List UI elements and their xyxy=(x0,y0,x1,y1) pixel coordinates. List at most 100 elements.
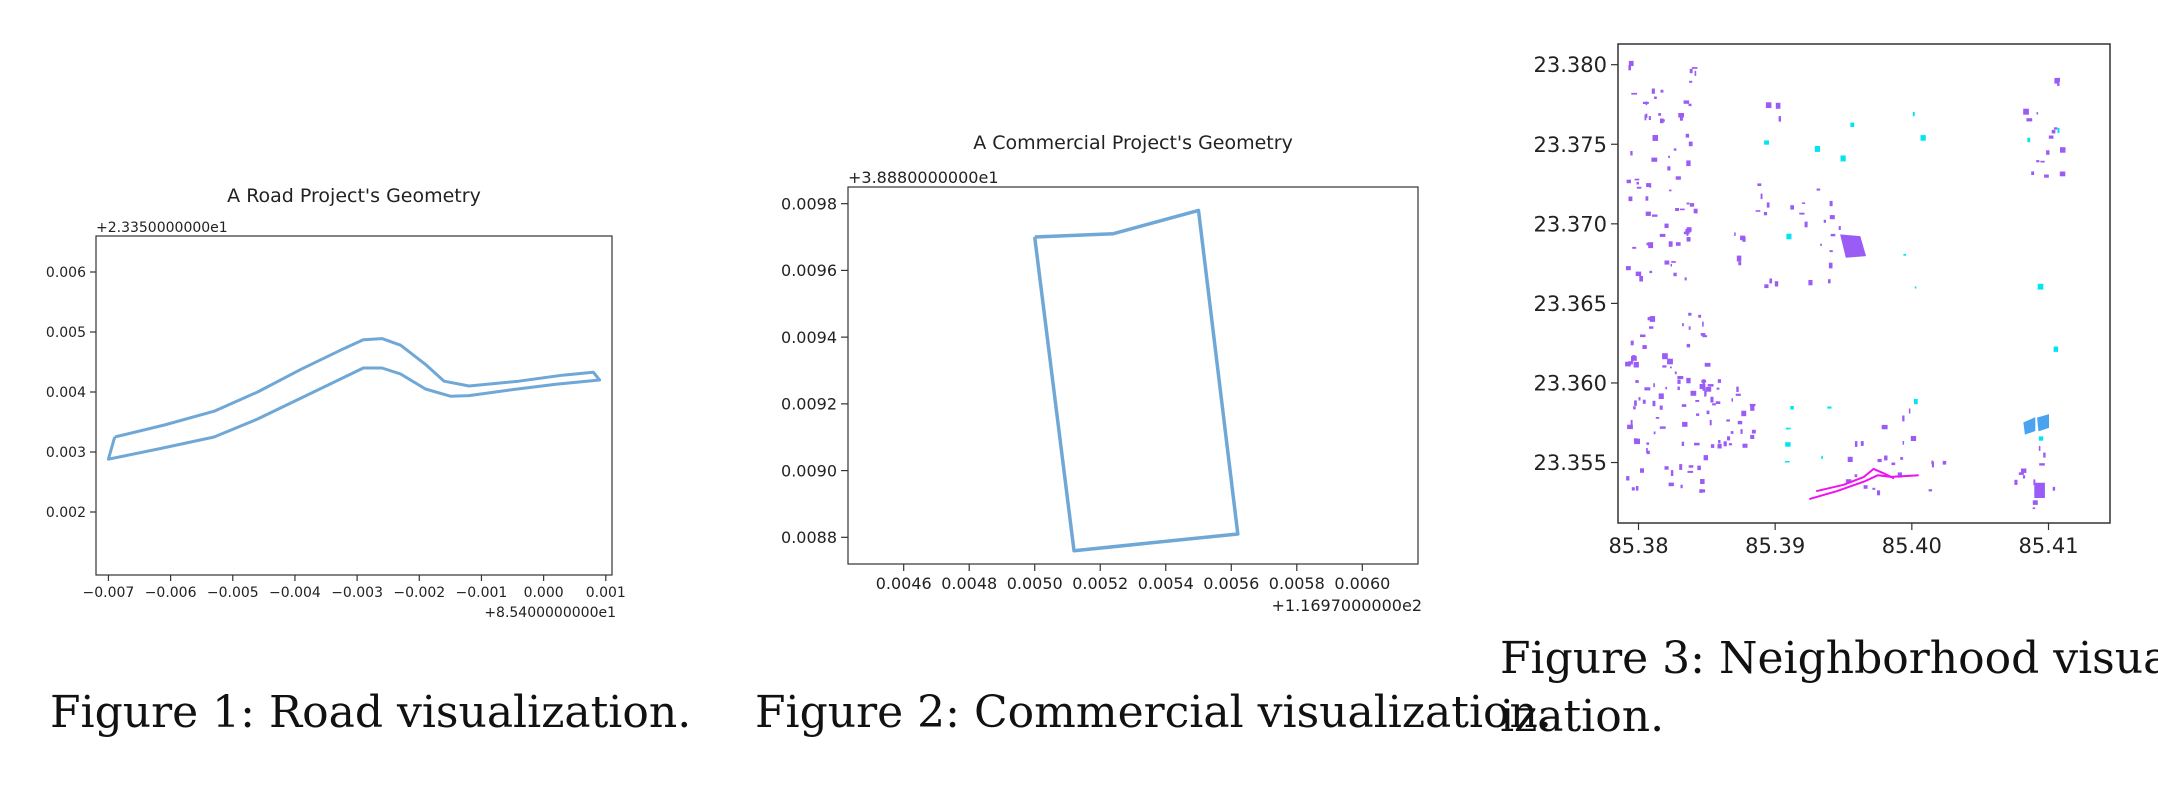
purple-building-mark xyxy=(1847,456,1853,462)
purple-building-mark xyxy=(1730,431,1734,434)
purple-building-mark xyxy=(1884,455,1888,461)
purple-building-mark xyxy=(2022,475,2026,479)
cyan-building-mark xyxy=(1785,427,1791,430)
building-outline xyxy=(1032,208,1240,553)
purple-building-mark xyxy=(1632,355,1636,361)
purple-building-mark xyxy=(1712,403,1716,406)
purple-building-mark xyxy=(1687,470,1694,473)
cyan-building-mark xyxy=(1786,233,1792,240)
purple-building-mark xyxy=(2032,507,2036,510)
purple-building-mark xyxy=(1633,438,1638,442)
cyan-building-mark xyxy=(1790,406,1794,410)
purple-building-mark xyxy=(2036,112,2039,115)
purple-building-mark xyxy=(2043,452,2046,458)
purple-building-mark xyxy=(1658,113,1662,116)
purple-building-mark xyxy=(1742,443,1748,448)
cyan-building-mark xyxy=(2038,436,2044,441)
figure-3-caption-line-1: Figure 3: Neighborhood visual- xyxy=(1500,633,2158,684)
purple-building-mark xyxy=(1668,482,1674,487)
plot-frame xyxy=(847,186,1419,565)
plot-frame xyxy=(95,235,613,576)
purple-building-mark xyxy=(1659,405,1663,410)
x-tick-label: 0.0054 xyxy=(1138,574,1194,593)
purple-building-mark xyxy=(1902,415,1905,422)
purple-building-mark xyxy=(1877,458,1882,463)
purple-building-mark xyxy=(1830,233,1836,237)
purple-building-mark xyxy=(1681,404,1687,407)
purple-building-mark xyxy=(1897,472,1902,478)
purple-building-mark xyxy=(1677,376,1684,380)
cyan-building-mark xyxy=(1784,461,1790,463)
y-tick-label: 0.0094 xyxy=(781,328,837,347)
purple-building-mark xyxy=(1691,67,1698,69)
purple-building-mark xyxy=(1823,219,1826,223)
purple-building-mark xyxy=(1701,489,1706,493)
y-tick-label: 0.006 xyxy=(46,265,86,281)
purple-building-mark xyxy=(1750,434,1755,439)
purple-building-mark xyxy=(1820,243,1822,246)
purple-building-mark xyxy=(1628,196,1633,202)
purple-building-mark xyxy=(1718,440,1721,444)
chart-title: A Road Project's Geometry xyxy=(227,185,481,207)
y-tick-label: 23.360 xyxy=(1534,372,1607,396)
purple-building-mark xyxy=(2040,160,2045,163)
purple-building-mark xyxy=(1642,399,1646,404)
y-tick-label: 23.355 xyxy=(1534,451,1607,475)
purple-building-mark xyxy=(1828,262,1833,269)
cyan-building-mark xyxy=(2037,283,2044,290)
purple-building-mark xyxy=(1696,413,1700,416)
purple-building-mark xyxy=(1639,276,1643,282)
neighborhood-chart: 85.38 85.39 85.40 85.41 23.355 23.360 23.365 23… xyxy=(1534,43,2111,558)
purple-building-mark xyxy=(1669,189,1672,192)
purple-building-mark xyxy=(1645,101,1648,106)
purple-building-mark xyxy=(1673,272,1677,277)
purple-building-mark xyxy=(1686,227,1692,232)
purple-building-mark xyxy=(1686,377,1691,384)
purple-building-mark xyxy=(1816,188,1821,191)
purple-building-mark xyxy=(1804,221,1808,228)
purple-building-mark xyxy=(1707,384,1714,387)
purple-building-mark xyxy=(1630,419,1633,426)
purple-building-mark xyxy=(1766,202,1770,208)
purple-building-mark xyxy=(1630,340,1634,346)
x-tick-label: 0.0052 xyxy=(1072,574,1128,593)
purple-building-mark xyxy=(1751,429,1756,434)
purple-building-mark xyxy=(1659,426,1666,429)
purple-building-mark xyxy=(1690,390,1697,396)
cyan-building-mark xyxy=(1840,155,1846,162)
purple-building-mark xyxy=(1723,441,1727,447)
purple-building-mark xyxy=(1694,70,1697,76)
purple-building-mark xyxy=(1677,386,1680,391)
purple-building-mark xyxy=(2052,486,2056,491)
purple-building-mark xyxy=(2038,446,2041,451)
purple-building-mark xyxy=(1660,118,1664,124)
road-line xyxy=(1809,474,1919,501)
purple-building-mark xyxy=(1854,441,1858,447)
purple-building-mark xyxy=(1703,455,1708,461)
purple-building-mark xyxy=(1654,96,1657,99)
x-tick-label: 0.0058 xyxy=(1269,574,1325,593)
purple-building-mark xyxy=(1769,278,1773,284)
purple-building-mark xyxy=(1649,185,1652,188)
purple-building-mark xyxy=(1628,60,1634,67)
purple-building-mark xyxy=(1693,208,1698,214)
purple-building-mark xyxy=(1686,160,1691,167)
purple-building-mark xyxy=(1647,317,1651,321)
purple-building-mark xyxy=(2055,77,2060,82)
x-tick-label: 85.40 xyxy=(1882,534,1942,558)
purple-building-mark xyxy=(1670,470,1674,476)
purple-building-mark xyxy=(1757,183,1762,186)
purple-building-mark xyxy=(1633,361,1639,368)
purple-building-mark xyxy=(1653,383,1655,388)
purple-building-mark xyxy=(1736,386,1739,392)
purple-building-mark xyxy=(1902,441,1905,445)
purple-building-mark xyxy=(1702,379,1705,385)
purple-building-mark xyxy=(1750,405,1755,411)
y-tick-label: 0.0092 xyxy=(781,395,837,414)
x-tick-label: 0.0056 xyxy=(1203,574,1259,593)
purple-building-mark xyxy=(2054,127,2058,130)
purple-building-mark xyxy=(1763,212,1768,216)
purple-building-mark xyxy=(1636,181,1639,185)
purple-building-mark xyxy=(1670,366,1672,369)
purple-building-mark xyxy=(1808,280,1813,286)
